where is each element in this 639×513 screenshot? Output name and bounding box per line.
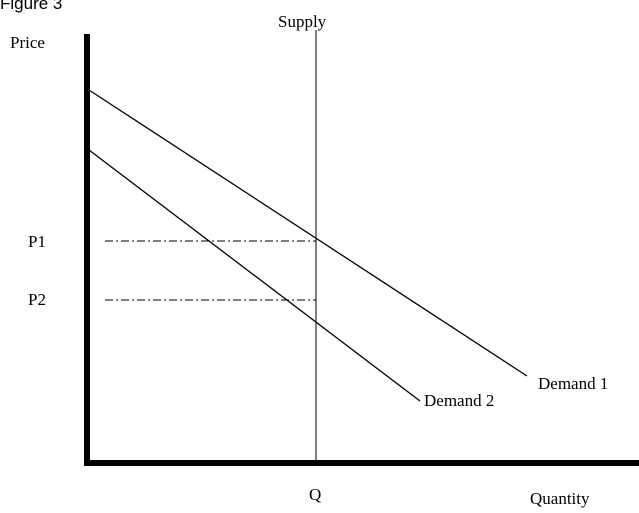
- quantity-label: Q: [309, 485, 321, 504]
- figure-label: Figure 3: [0, 0, 62, 13]
- x-axis-label: Quantity: [530, 489, 590, 508]
- price-label: P2: [28, 290, 46, 309]
- price-label: P1: [28, 232, 46, 251]
- y-axis-label: Price: [10, 33, 45, 52]
- demand-2-line: [88, 149, 421, 402]
- demand-2-label: Demand 2: [424, 391, 494, 410]
- demand-1-line: [88, 89, 528, 377]
- supply-label: Supply: [278, 12, 327, 31]
- demand-1-label: Demand 1: [538, 374, 608, 393]
